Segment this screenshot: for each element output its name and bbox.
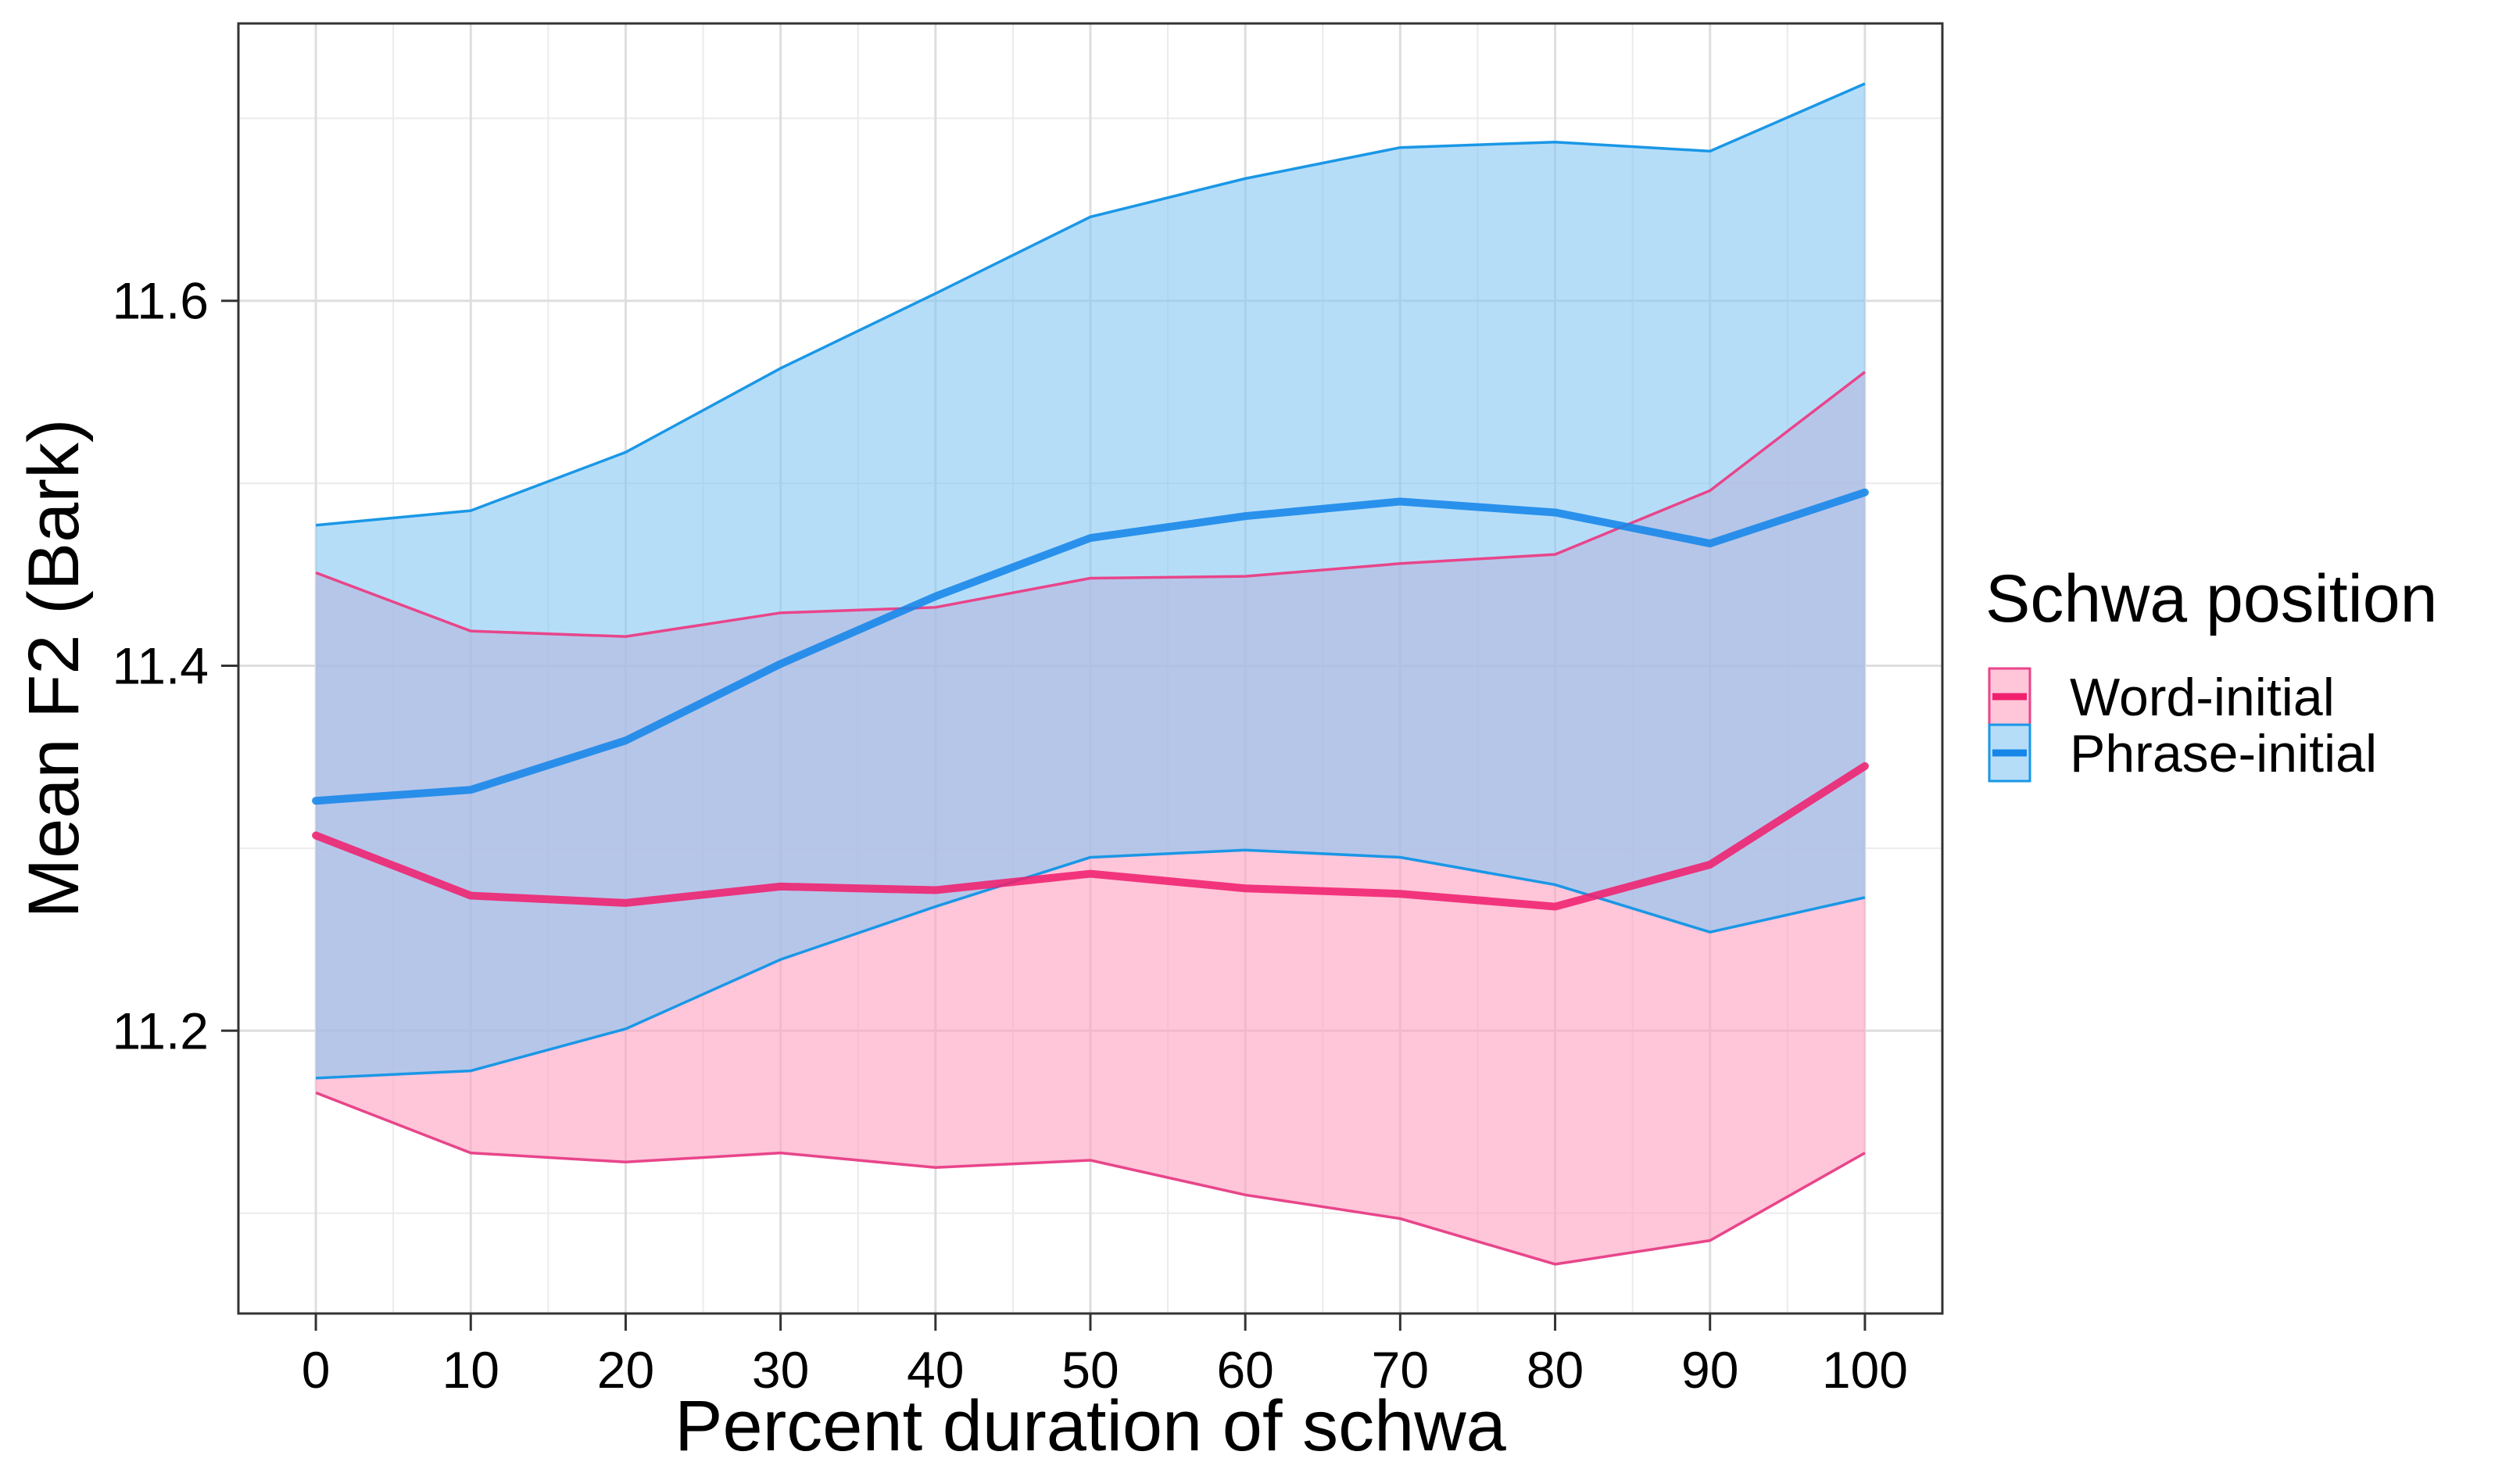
upper-bound-phrase-initial xyxy=(315,82,1866,527)
mean-line-word-initial xyxy=(312,762,1869,911)
x-tick-label: 10 xyxy=(442,1341,499,1399)
x-axis: 0 10 20 30 40 50 60 70 80 90 100 xyxy=(302,1314,1908,1399)
x-tick-label: 50 xyxy=(1061,1341,1119,1399)
x-tick-label: 0 xyxy=(302,1341,331,1399)
x-tick-label: 80 xyxy=(1527,1341,1584,1399)
x-axis-title: Percent duration of schwa xyxy=(675,1386,1507,1466)
y-tick-label: 11.4 xyxy=(112,636,209,694)
x-tick-label: 30 xyxy=(752,1341,809,1399)
x-tick-label: 70 xyxy=(1372,1341,1429,1399)
x-tick-label: 100 xyxy=(1822,1341,1908,1399)
mean-lines xyxy=(312,488,1869,911)
legend-item-word-initial: Word-initial xyxy=(1988,667,2335,727)
upper-bound-word-initial xyxy=(315,371,1866,638)
ribbon-phrase-initial xyxy=(316,84,1865,1078)
legend-title: Schwa position xyxy=(1985,561,2437,636)
y-axis: 11.2 11.4 11.6 xyxy=(112,272,238,1059)
lower-bound-phrase-initial xyxy=(316,848,1866,1080)
y-tick-label: 11.2 xyxy=(112,1002,209,1059)
x-tick-label: 60 xyxy=(1216,1341,1273,1399)
mean-line-phrase-initial xyxy=(312,488,1869,805)
legend-label-phrase-initial: Phrase-initial xyxy=(2070,724,2377,783)
ribbon-edges xyxy=(315,82,1866,1266)
legend: Schwa position Word-initialPhrase-initia… xyxy=(1985,561,2437,783)
x-tick-label: 40 xyxy=(907,1341,964,1399)
confidence-ribbons xyxy=(316,84,1865,1264)
lower-bound-word-initial xyxy=(315,1091,1866,1266)
y-axis-title: Mean F2 (Bark) xyxy=(14,418,94,918)
x-tick-label: 90 xyxy=(1681,1341,1738,1399)
x-tick-label: 20 xyxy=(597,1341,654,1399)
y-tick-label: 11.6 xyxy=(112,272,209,330)
legend-item-phrase-initial: Phrase-initial xyxy=(1988,723,2377,783)
legend-label-word-initial: Word-initial xyxy=(2070,668,2335,727)
